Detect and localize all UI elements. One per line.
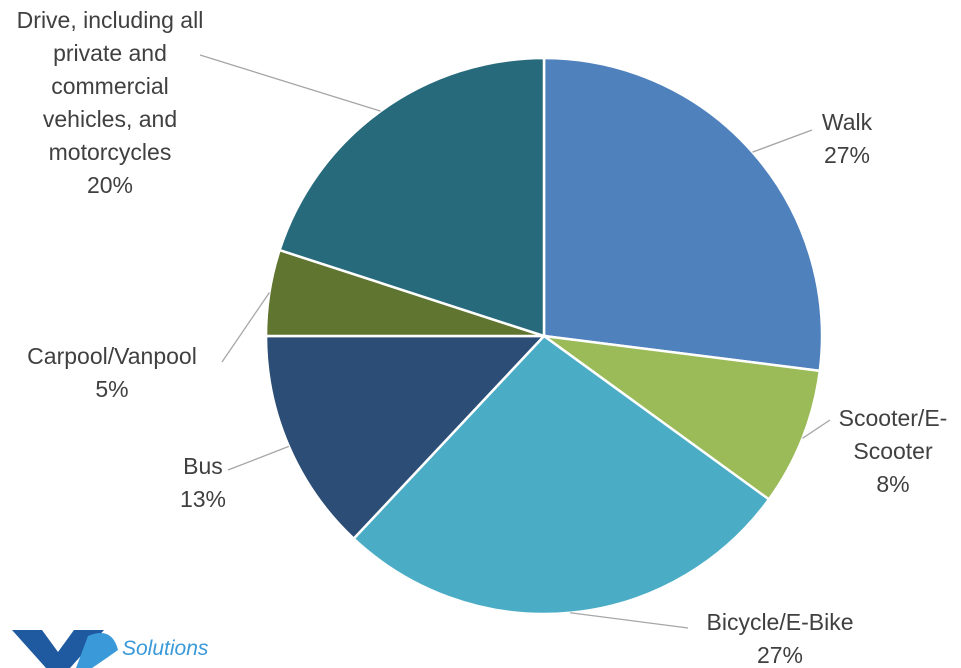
value-label: 20% [86,172,134,198]
slice-label: Bus 13% [153,450,253,516]
leader-line [221,292,270,363]
leader-line [570,612,689,629]
slice-label: Scooter/E-Scooter 8% [828,402,958,501]
value-label: 27% [756,642,804,668]
value-label: 8% [876,471,910,497]
category-label: Carpool/Vanpool [27,343,197,369]
value-label: 27% [823,142,871,168]
slice-label: Bicycle/E-Bike 27% [670,606,890,668]
logo-mark [12,630,118,668]
category-label: Drive, including all private and commerc… [16,7,204,165]
category-label: Scooter/E-Scooter [838,405,948,464]
category-label: Bus [183,453,223,479]
value-label: 13% [179,486,227,512]
category-label: Bicycle/E-Bike [706,609,854,635]
pie-slice [264,334,547,541]
leader-line [199,54,381,112]
slice-label: Walk 27% [787,106,907,172]
leader-line [752,129,813,153]
pie-slice [542,56,824,373]
value-label: 5% [95,376,129,402]
leader-line [802,419,831,439]
category-label: Walk [821,109,873,135]
pie-slice [543,334,822,502]
slice-label: Carpool/Vanpool 5% [2,340,222,406]
logo-text: Solutions [122,637,209,660]
slice-label: Drive, including all private and commerc… [5,4,215,202]
leader-line [227,445,290,471]
